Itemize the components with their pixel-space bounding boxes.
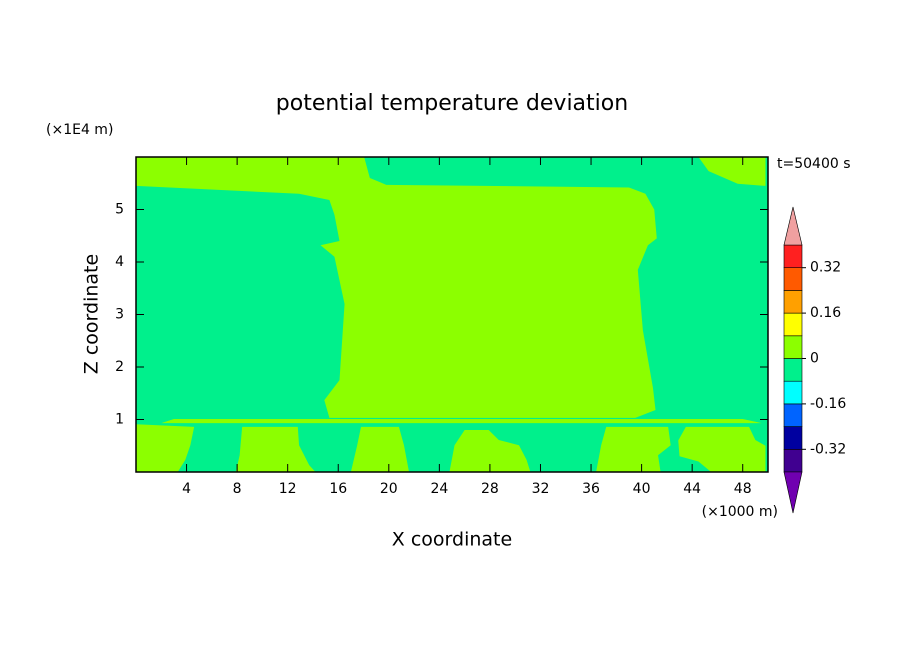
colorbar-tick-label: -0.32 — [810, 441, 846, 457]
x-tick-label: 36 — [582, 481, 600, 497]
colorbar-box — [783, 358, 803, 382]
x-tick-label: 40 — [633, 481, 651, 497]
y-axis-label: Z coordinate — [81, 254, 103, 374]
contour-region — [596, 426, 671, 472]
x-tick-label: 44 — [683, 481, 701, 497]
x-tick-label: 48 — [734, 481, 752, 497]
y-tick-label: 2 — [115, 359, 124, 375]
y-tick-label: 5 — [115, 202, 124, 218]
colorbar-box — [783, 380, 803, 405]
colorbar-box — [783, 312, 803, 337]
x-tick-label: 28 — [481, 481, 499, 497]
x-tick-label: 16 — [329, 481, 347, 497]
x-tick-label: 24 — [430, 481, 448, 497]
y-unit: (×1E4 m) — [46, 122, 113, 138]
y-tick-label: 4 — [115, 254, 124, 270]
colorbar-box — [783, 426, 803, 450]
colorbar-tick-label: 0 — [810, 351, 819, 367]
colorbar-tick-label: -0.16 — [810, 396, 846, 412]
contour-region — [678, 426, 766, 472]
chart-title: potential temperature deviation — [276, 91, 628, 116]
contour-region — [449, 430, 531, 472]
colorbar-tick-label: 0.32 — [810, 260, 841, 276]
colorbar-under — [783, 471, 803, 514]
colorbar-box — [783, 448, 803, 473]
x-unit: (×1000 m) — [702, 504, 778, 520]
x-tick-label: 32 — [532, 481, 550, 497]
contour-region — [136, 157, 657, 418]
colorbar-box — [783, 290, 803, 314]
x-tick-label: 4 — [182, 481, 191, 497]
x-tick-label: 20 — [380, 481, 398, 497]
x-axis-label: X coordinate — [392, 529, 512, 551]
x-tick-label: 8 — [233, 481, 242, 497]
time-label: t=50400 s — [777, 156, 851, 172]
x-tick-label: 12 — [279, 481, 297, 497]
colorbar-box — [783, 267, 803, 291]
contour-region — [698, 157, 766, 186]
contour-region — [235, 426, 316, 472]
colorbar-box — [783, 403, 803, 427]
contour-region — [161, 418, 762, 424]
colorbar-tick-label: 0.16 — [810, 305, 841, 321]
y-tick-label: 1 — [115, 412, 124, 428]
contour-region — [136, 424, 195, 472]
contour-region — [350, 426, 410, 472]
colorbar-over — [783, 206, 803, 246]
colorbar-box — [783, 335, 803, 359]
colorbar-box — [783, 244, 803, 269]
y-tick-label: 3 — [115, 307, 124, 323]
